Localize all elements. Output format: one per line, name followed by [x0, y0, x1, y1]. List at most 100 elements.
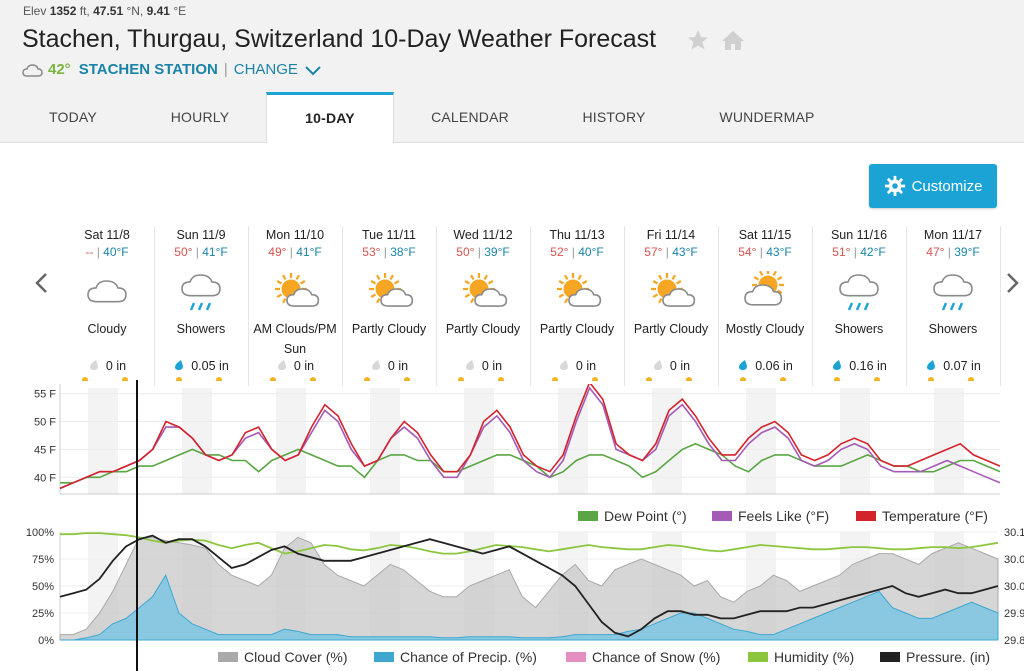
- tab-10-day[interactable]: 10-DAY: [266, 92, 394, 143]
- cloud-cover-area: [59, 536, 999, 641]
- forecast-day[interactable]: Sun 11/9 50° | 41°F Showers 0.05 in: [154, 226, 249, 386]
- forecast-day[interactable]: Mon 11/17 47° | 39°F Showers 0.07 in: [906, 226, 1001, 386]
- forecast-day[interactable]: Wed 11/12 50° | 39°F Partly Cloudy 0 in: [436, 226, 531, 386]
- sunrise-marker: [834, 377, 840, 381]
- day-precip: 0.06 in: [718, 359, 812, 373]
- forecast-day[interactable]: Thu 11/13 52° | 40°F Partly Cloudy 0 in: [530, 226, 625, 386]
- y-tick-label: 0%: [38, 635, 54, 647]
- tab-history[interactable]: HISTORY: [582, 109, 646, 125]
- day-condition: Cloudy: [87, 322, 127, 336]
- raindrop-icon: [927, 360, 936, 370]
- legend-label[interactable]: Pressure. (in): [906, 649, 990, 665]
- raindrop-icon: [175, 360, 184, 370]
- tab-wundermap[interactable]: WUNDERMAP: [719, 109, 815, 125]
- day-precip-amount: 0 in: [575, 359, 597, 373]
- day-low: 41°F: [202, 245, 228, 259]
- showers-icon: [933, 274, 973, 311]
- station-separator: |: [223, 61, 228, 78]
- current-temperature: 42°: [48, 61, 71, 78]
- day-precip: 0 in: [342, 359, 436, 373]
- day-high: --: [85, 245, 94, 259]
- legend-label[interactable]: Cloud Cover (%): [244, 649, 347, 665]
- forecast-day[interactable]: Mon 11/10 49° | 41°F AM Clouds/PM Sun 0 …: [248, 226, 343, 386]
- change-station-link[interactable]: CHANGE: [233, 61, 298, 78]
- night-band: [746, 388, 776, 494]
- raindrop-icon: [277, 360, 286, 370]
- raindrop-icon: [653, 360, 662, 370]
- favorite-star-icon[interactable]: [686, 28, 710, 52]
- tab-calendar[interactable]: CALENDAR: [431, 109, 509, 125]
- day-precip: 0.16 in: [812, 359, 906, 373]
- y-tick-label: 50 F: [34, 416, 56, 428]
- showers-icon: [839, 274, 879, 311]
- legend-swatch: [856, 511, 876, 521]
- forecast-day[interactable]: Fri 11/14 57° | 43°F Partly Cloudy 0 in: [624, 226, 719, 386]
- day-hi-lo: 57° | 43°F: [644, 245, 698, 259]
- legend-label[interactable]: Dew Point (°): [604, 508, 687, 524]
- sunrise-marker: [458, 377, 464, 381]
- legend-label[interactable]: Feels Like (°F): [738, 508, 829, 524]
- day-hi-lo: 50° | 39°F: [456, 245, 510, 259]
- tab-today[interactable]: TODAY: [49, 109, 97, 125]
- day-date: Sun 11/16: [830, 228, 888, 242]
- day-high: 50°: [456, 245, 475, 259]
- station-name[interactable]: STACHEN STATION: [78, 61, 218, 78]
- y-tick-label: 45 F: [34, 444, 56, 456]
- forecast-day[interactable]: Sat 11/8 -- | 40°F Cloudy 0 in: [60, 226, 155, 386]
- forecast-day[interactable]: Tue 11/11 53° | 38°F Partly Cloudy 0 in: [342, 226, 437, 386]
- header: Elev 1352 ft, 47.51 °N, 9.41 °E Stachen,…: [0, 0, 1024, 92]
- sunset-marker: [874, 377, 880, 381]
- conditions-chart: 100% 30.1 75% 30.0 50% 30.0 25% 29.9 0% 29.8 Cloud…: [26, 527, 1024, 665]
- day-low: 38°F: [390, 245, 416, 259]
- series-line-0: [60, 442, 1001, 484]
- sunset-marker: [780, 377, 786, 381]
- day-precip-amount: 0 in: [481, 359, 503, 373]
- next-arrow-icon[interactable]: [1004, 272, 1020, 294]
- legend-swatch: [218, 652, 238, 662]
- day-low: 40°F: [103, 245, 129, 259]
- y-tick-label: 50%: [32, 581, 54, 593]
- chevron-down-icon[interactable]: [304, 64, 322, 76]
- day-high: 52°: [550, 245, 569, 259]
- raindrop-icon: [833, 360, 842, 370]
- forecast-day[interactable]: Sun 11/16 51° | 42°F Showers 0.16 in: [812, 226, 907, 386]
- night-band: [840, 388, 870, 494]
- y-tick-label: 55 F: [34, 389, 56, 401]
- prev-arrow-icon[interactable]: [34, 272, 50, 294]
- y2-tick-label: 30.0: [1004, 581, 1024, 593]
- day-precip: 0.07 in: [906, 359, 1000, 373]
- night-band: [276, 388, 306, 494]
- station-bar: 42° STACHEN STATION | CHANGE: [22, 61, 322, 78]
- night-band: [182, 388, 212, 494]
- day-hi-lo: 53° | 38°F: [362, 245, 416, 259]
- mostly-cloudy-icon: [744, 271, 784, 306]
- home-icon[interactable]: [720, 28, 746, 52]
- day-low: 42°F: [860, 245, 886, 259]
- day-date: Mon 11/10: [265, 228, 325, 242]
- customize-label: Customize: [911, 177, 983, 195]
- latitude-value: 47.51: [93, 4, 124, 18]
- day-date: Wed 11/12: [453, 228, 513, 242]
- day-high: 49°: [268, 245, 287, 259]
- day-precip-amount: 0 in: [387, 359, 409, 373]
- legend-label[interactable]: Temperature (°F): [882, 508, 988, 524]
- sunset-marker: [686, 377, 692, 381]
- day-hi-lo: 50° | 41°F: [174, 245, 228, 259]
- legend-label[interactable]: Humidity (%): [774, 649, 854, 665]
- elev-value: 1352: [49, 4, 77, 18]
- forecast-day[interactable]: Sat 11/15 54° | 43°F Mostly Cloudy 0.06 …: [718, 226, 813, 386]
- day-low: 41°F: [296, 245, 322, 259]
- tab-bar: TODAY HOURLY 10-DAY CALENDAR HISTORY WUN…: [0, 92, 1024, 143]
- sunrise-marker: [646, 377, 652, 381]
- tab-hourly[interactable]: HOURLY: [170, 109, 230, 125]
- customize-button[interactable]: Customize: [869, 164, 997, 208]
- day-condition: Partly Cloudy: [351, 322, 427, 336]
- legend-label[interactable]: Chance of Precip. (%): [400, 649, 537, 665]
- raindrop-icon: [739, 360, 748, 370]
- y2-tick-label: 30.0: [1004, 554, 1024, 566]
- day-hi-lo: 51° | 42°F: [832, 245, 886, 259]
- gear-icon: [884, 175, 905, 197]
- legend-label[interactable]: Chance of Snow (%): [592, 649, 720, 665]
- y-tick-label: 75%: [32, 554, 54, 566]
- sunrise-marker: [552, 377, 558, 381]
